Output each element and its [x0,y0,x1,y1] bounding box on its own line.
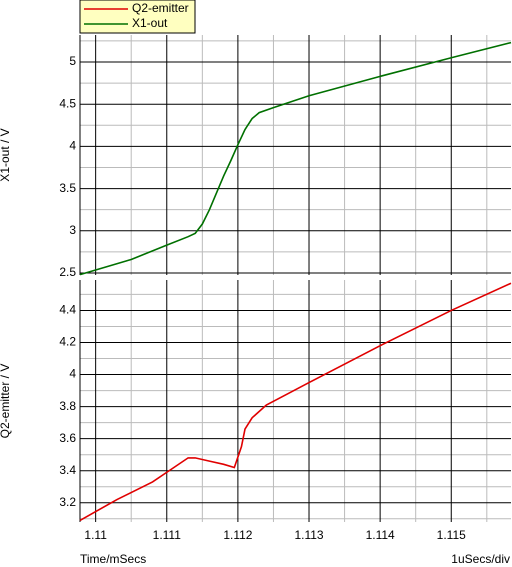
series-line [79,282,512,522]
y-tick-label: 3 [69,223,76,237]
y-tick-label: 3.5 [59,181,76,195]
legend-label: X1-out [132,16,168,30]
x-tick-label: 1.114 [366,528,395,542]
y-tick-label: 4.4 [59,303,76,317]
y-tick-label: 2.5 [59,265,76,279]
series-line [79,41,512,276]
y-tick-label: 4 [69,367,76,381]
y-tick-label: 4.2 [59,335,76,349]
x-scale-note: 1uSecs/div [451,552,510,566]
y-tick-label: 3.6 [59,431,76,445]
x-tick-label: 1.11 [84,528,107,542]
legend-box [79,0,196,34]
y-axis-label: X1-out / V [0,128,12,181]
legend-label: Q2-emitter [132,1,189,15]
y-tick-label: 3.2 [59,495,76,509]
x-tick-label: 1.115 [437,528,466,542]
y-axis-label: Q2-emitter / V [0,364,12,439]
y-tick-label: 4 [69,139,76,153]
plot-area [80,35,511,275]
x-axis-label: Time/mSecs [80,552,146,566]
y-tick-label: 3.8 [59,399,76,413]
x-tick-label: 1.112 [223,528,252,542]
y-tick-label: 4.5 [59,96,76,110]
x-tick-label: 1.111 [153,528,182,542]
y-tick-label: 5 [69,54,76,68]
y-tick-label: 3.4 [59,463,76,477]
x-tick-label: 1.113 [294,528,323,542]
